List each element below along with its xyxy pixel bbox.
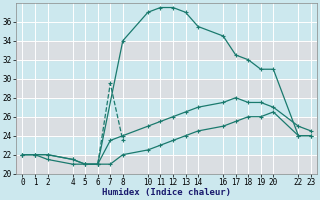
Bar <box>16 117 317 136</box>
X-axis label: Humidex (Indice chaleur): Humidex (Indice chaleur) <box>102 188 231 197</box>
Bar <box>16 155 317 174</box>
Bar <box>16 41 317 60</box>
Bar <box>16 79 317 98</box>
